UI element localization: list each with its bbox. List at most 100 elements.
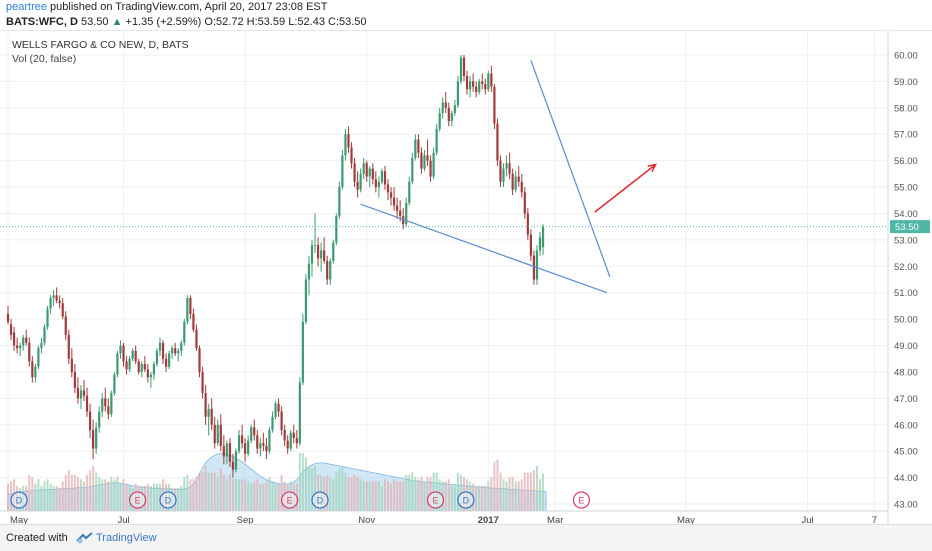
- volume-bar: [104, 479, 107, 511]
- candle-body: [168, 353, 171, 367]
- candle-body: [262, 443, 265, 446]
- event-marker-label: D: [463, 496, 470, 506]
- volume-bar: [58, 488, 61, 511]
- candle-body: [484, 84, 487, 90]
- volume-bar: [335, 472, 338, 511]
- candle-body: [28, 342, 31, 362]
- x-tick-label: Mar: [547, 515, 563, 525]
- y-tick-label: 47.00: [894, 394, 918, 405]
- volume-bar: [34, 483, 37, 511]
- volume-bar: [466, 479, 469, 511]
- x-tick-label: 2017: [478, 515, 499, 525]
- header: peartree published on TradingView.com, A…: [0, 0, 932, 30]
- candle-body: [386, 184, 390, 193]
- volume-bar: [140, 485, 143, 511]
- volume-bar: [350, 477, 353, 511]
- candle-body: [88, 411, 92, 431]
- candle-body: [164, 358, 168, 367]
- y-tick-label: 59.00: [894, 77, 918, 88]
- candle-body: [155, 350, 159, 365]
- volume-bar: [320, 474, 323, 511]
- volume-bar: [101, 479, 104, 511]
- volume-bar: [247, 481, 250, 511]
- candle-body: [43, 327, 46, 343]
- volume-bar: [110, 477, 113, 511]
- candle-body: [158, 342, 162, 351]
- candle-body: [396, 205, 399, 211]
- candle-body: [268, 430, 271, 452]
- candle-body: [347, 134, 350, 148]
- arrow-head-icon: [647, 163, 657, 173]
- candle-body: [450, 113, 453, 122]
- candle-body: [487, 73, 490, 90]
- candle-body: [122, 345, 125, 362]
- volume-bar: [116, 477, 119, 511]
- event-marker-label: E: [578, 496, 584, 506]
- candle-body: [493, 86, 496, 124]
- volume-bar: [95, 472, 98, 511]
- volume-bar: [152, 483, 155, 511]
- candle-body: [329, 261, 332, 280]
- up-arrow-icon: ▲: [111, 16, 123, 28]
- candle-body: [116, 353, 119, 375]
- candle-body: [374, 179, 377, 188]
- volume-bar: [98, 477, 101, 511]
- tradingview-brand[interactable]: TradingView: [96, 532, 157, 544]
- earnings-marker-icon: [426, 491, 445, 509]
- candle-body: [529, 234, 532, 256]
- candle-body: [183, 321, 186, 343]
- volume-bar: [517, 481, 520, 511]
- volume-bar: [162, 479, 165, 511]
- candle-body: [468, 81, 472, 90]
- volume-label: Vol (20, false): [12, 53, 76, 65]
- event-marker-label: D: [16, 496, 23, 506]
- candle-body: [22, 337, 25, 346]
- candle-body: [520, 181, 523, 193]
- dividend-marker-icon: [311, 491, 329, 509]
- candle-body: [526, 213, 529, 235]
- candle-body: [55, 295, 58, 301]
- candle-body: [113, 374, 116, 394]
- volume-bar: [526, 472, 529, 511]
- volume-bar: [317, 474, 320, 511]
- candle-body: [61, 303, 64, 317]
- candle-body: [119, 345, 122, 354]
- event-marker-label: D: [165, 496, 172, 506]
- volume-bar: [456, 472, 459, 511]
- candle-body: [85, 395, 89, 412]
- volume-bar: [396, 481, 399, 511]
- volume-bar: [262, 483, 265, 511]
- volume-bar: [52, 485, 55, 511]
- volume-bar: [146, 483, 149, 511]
- volume-bar: [134, 483, 137, 511]
- volume-bar: [387, 481, 389, 511]
- x-tick-label: May: [10, 515, 28, 525]
- volume-bar: [253, 481, 256, 511]
- candle-body: [502, 168, 505, 182]
- x-tick-label: Jul: [801, 515, 813, 525]
- symbol-label[interactable]: BATS:WFC, D: [6, 16, 78, 28]
- candle-body: [389, 192, 393, 198]
- candle-body: [225, 443, 228, 457]
- candle-body: [441, 102, 444, 114]
- candle-body: [316, 245, 320, 259]
- volume-bar: [380, 485, 383, 511]
- last-price-badge: [890, 220, 930, 234]
- candle-body: [499, 160, 502, 182]
- earnings-marker-icon: [280, 491, 299, 509]
- volume-bar: [304, 457, 307, 511]
- candle-body: [146, 369, 149, 378]
- volume-bar: [277, 483, 280, 511]
- volume-bar: [198, 472, 201, 511]
- volume-bar: [332, 479, 335, 511]
- candle-series: [6, 55, 545, 478]
- author-link[interactable]: peartree: [6, 1, 47, 13]
- volume-bar: [532, 470, 535, 511]
- volume-bar: [177, 488, 180, 511]
- candle-body: [110, 393, 113, 415]
- tradingview-logo-icon[interactable]: [76, 532, 94, 544]
- volume-bar: [241, 479, 244, 511]
- volume-bar: [496, 459, 499, 511]
